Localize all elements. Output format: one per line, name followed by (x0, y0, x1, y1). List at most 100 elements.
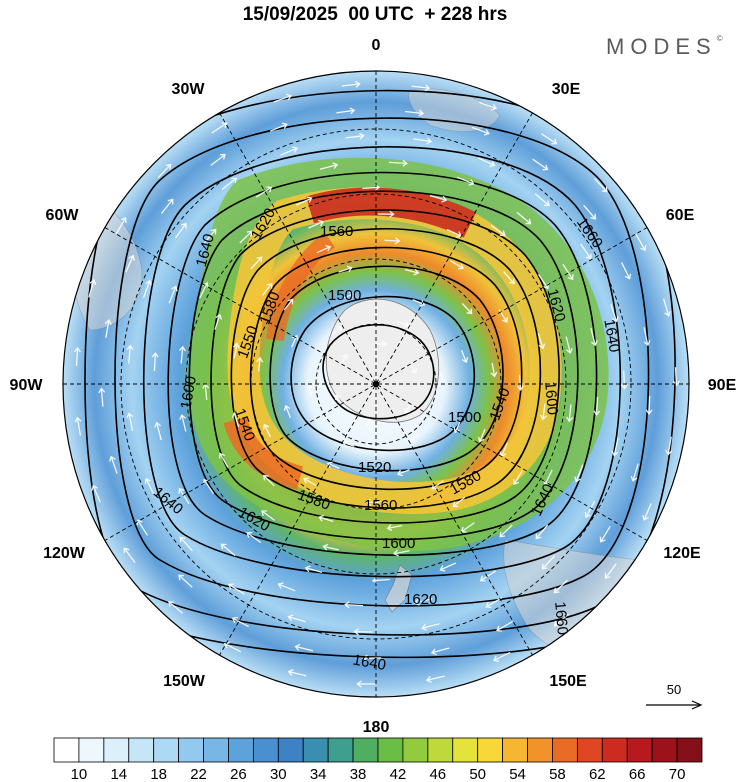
wind-arrow (178, 345, 186, 364)
wind-arrow (231, 411, 240, 428)
colorbar-swatch (178, 737, 204, 763)
wind-arrow (168, 285, 178, 304)
lon-label-60w: 60W (46, 207, 80, 224)
wind-arrow (388, 159, 408, 167)
wind-arrow (142, 279, 152, 298)
wind-arrow (295, 196, 313, 206)
wind-arrow (239, 230, 253, 244)
wind-arrow (635, 234, 647, 252)
wind-arrow (516, 375, 524, 391)
contour-label: 1600 (382, 535, 415, 552)
wind-arrow (377, 210, 395, 218)
lon-label-90e: 90E (708, 377, 737, 394)
wind-arrow (136, 519, 149, 536)
reference-vector-label: 50 (667, 682, 681, 697)
wind-arrow (316, 244, 332, 254)
lon-label-120e: 120E (663, 545, 701, 562)
wind-arrow (218, 452, 229, 468)
wind-arrow (584, 500, 596, 519)
colorbar-swatch (427, 737, 454, 763)
wind-arrow (604, 563, 617, 579)
wind-arrow (485, 597, 503, 609)
colorbar-swatch (576, 737, 603, 763)
wind-arrow (410, 363, 418, 374)
wind-arrow (490, 362, 498, 378)
wind-vectors (73, 80, 680, 688)
graticule (63, 71, 689, 697)
wind-arrow (336, 107, 356, 115)
wind-arrow (262, 423, 272, 438)
wind-arrow (565, 336, 573, 354)
wind-arrow (91, 484, 101, 503)
wind-arrow (214, 313, 223, 330)
contour-label: 1600 (541, 381, 561, 416)
wind-arrow (611, 437, 619, 457)
wind-arrow (144, 477, 155, 496)
wind-arrow (73, 346, 81, 366)
colorbar-swatch (601, 737, 628, 763)
wind-arrow (353, 628, 373, 636)
wind-arrow (439, 562, 457, 572)
wind-arrow (246, 531, 262, 544)
wind-arrow (620, 370, 628, 390)
colorbar-tick-label: 14 (110, 766, 127, 782)
wind-arrow (344, 601, 364, 609)
wind-arrow (392, 549, 410, 557)
wind-arrow (593, 396, 601, 416)
contour-label: 1640 (600, 318, 623, 354)
colorbar-swatch (302, 737, 329, 763)
contour-label: 1660 (551, 601, 571, 636)
wind-arrow (516, 211, 532, 225)
wind-arrow (364, 420, 377, 428)
wind-arrow (109, 455, 118, 474)
wind-arrow (115, 216, 127, 234)
wind-arrow (479, 570, 497, 582)
colorbar-tick-label: 58 (549, 766, 566, 782)
wind-arrow (341, 80, 361, 88)
wind-arrow (283, 404, 292, 418)
colorbar-tick-label: 18 (150, 766, 167, 782)
colorbar-swatch (78, 737, 105, 763)
contour-label: 1640 (351, 651, 387, 674)
wind-arrow (594, 178, 608, 193)
wind-arrow (665, 436, 673, 456)
wind-arrow (496, 620, 513, 632)
wind-arrow (304, 565, 323, 574)
wind-arrow (178, 487, 190, 505)
wind-arrow (425, 675, 445, 683)
colorbar-tick-label: 38 (350, 766, 367, 782)
wind-arrow (126, 412, 134, 432)
wind-arrow (283, 298, 294, 311)
modes-logo: MODES© (606, 34, 723, 60)
wind-arrow (405, 109, 425, 117)
wind-arrow (168, 601, 184, 614)
wind-arrow (460, 350, 469, 364)
wind-arrow (477, 428, 486, 443)
colorbar-swatch (252, 737, 279, 763)
wind-arrow (429, 194, 448, 203)
wind-arrow (375, 340, 388, 348)
wind-arrow (356, 680, 376, 688)
wind-arrow (453, 420, 461, 434)
wind-arrow (539, 403, 547, 421)
lon-label-0: 0 (372, 37, 381, 54)
wind-arrow (461, 303, 473, 315)
colorbar-swatch (552, 737, 578, 763)
wind-arrow (384, 237, 401, 245)
brand-text: MODES (606, 34, 717, 59)
wind-arrow (498, 309, 508, 323)
wind-arrow (534, 193, 550, 207)
wind-arrow (386, 524, 403, 532)
contour-label: 1500 (448, 409, 481, 426)
wind-arrow (456, 176, 475, 186)
wind-arrow (643, 327, 651, 347)
wind-arrow (430, 647, 450, 656)
wind-arrow (553, 613, 569, 627)
lon-label-120w: 120W (43, 545, 86, 562)
wind-arrow (532, 158, 549, 171)
colorbar-tick-label: 42 (390, 766, 407, 782)
wind-arrow (340, 353, 348, 365)
wind-arrow (98, 387, 106, 407)
colorbar-swatch (452, 737, 479, 763)
